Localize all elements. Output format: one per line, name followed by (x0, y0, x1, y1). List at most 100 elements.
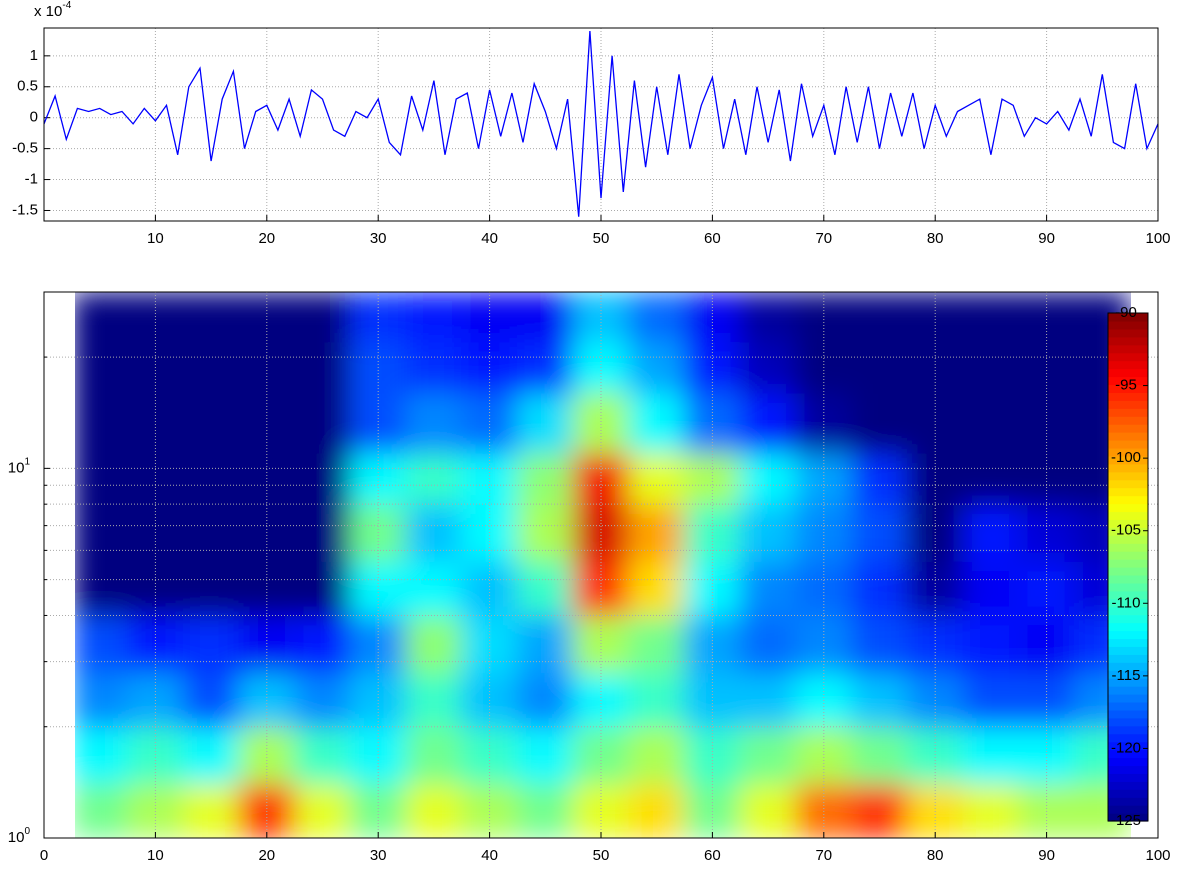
colorbar-swatch (1108, 551, 1148, 560)
heatmap-cell (75, 341, 129, 394)
heatmap-cell (127, 392, 184, 454)
heatmap-cell (75, 292, 129, 343)
heatmap-cell (238, 614, 296, 674)
colorbar-swatch (1108, 789, 1148, 798)
colorbar-swatch (1108, 813, 1148, 822)
heatmap-cell (851, 452, 908, 505)
x-tick-label: 10 (147, 230, 164, 247)
heatmap-cell (851, 783, 908, 838)
heatmap-cell (851, 560, 908, 616)
colorbar-tick-label: -105 (1111, 522, 1141, 539)
colorbar-swatch (1108, 416, 1148, 425)
heatmap-cell (405, 341, 463, 394)
axis-multiplier: x 10-4 (34, 0, 72, 20)
heatmap-cell (572, 292, 630, 343)
heatmap-cell (739, 292, 797, 343)
heatmap-cell (349, 783, 407, 838)
heatmap-cell (182, 292, 240, 343)
colorbar-swatch (1108, 313, 1148, 322)
colorbar-swatch (1108, 598, 1148, 608)
axes-frame (43, 291, 1159, 839)
heatmap-cell (962, 783, 1020, 838)
heatmap-cell (1018, 392, 1075, 454)
colorbar-swatch (1108, 654, 1148, 663)
heatmap-cell (405, 503, 463, 562)
heatmap-cell (182, 503, 240, 562)
heatmap-cell (572, 392, 630, 454)
colorbar-swatch (1108, 757, 1148, 767)
heatmap-cell (962, 726, 1020, 785)
heatmap-cell (684, 292, 741, 343)
heatmap-cell (906, 614, 964, 674)
x-tick-label: 50 (593, 847, 610, 864)
heatmap-cell (238, 726, 296, 785)
heatmap-cell (349, 614, 407, 674)
heatmap-cell (75, 614, 129, 674)
heatmap-cell (127, 560, 184, 616)
heatmap-cell (75, 392, 129, 454)
heatmap-cell (739, 614, 797, 674)
colorbar-swatch (1108, 805, 1148, 814)
colorbar-swatch (1108, 384, 1148, 393)
colorbar-swatch (1108, 440, 1148, 449)
colorbar-swatch (1108, 392, 1148, 401)
colorbar-tick-label: -95 (1115, 377, 1137, 394)
heatmap-cell (405, 672, 463, 728)
y-tick-base: 10 (8, 829, 25, 846)
heatmap-cell (906, 560, 964, 616)
colorbar-swatch (1108, 432, 1148, 441)
heatmap-cell (294, 392, 351, 454)
heatmap-cell (294, 783, 351, 838)
heatmap-cell (182, 452, 240, 505)
x-tick-label: 100 (1145, 230, 1170, 247)
x-tick-label: 40 (481, 230, 498, 247)
heatmap-cell (461, 726, 518, 785)
heatmap-cell (294, 614, 351, 674)
x-tick-label: 80 (927, 230, 944, 247)
heatmap-cell (684, 726, 741, 785)
heatmap-cell (795, 726, 853, 785)
colorbar-swatch (1108, 614, 1148, 624)
heatmap-cell (962, 452, 1020, 505)
heatmap-cell (795, 292, 853, 343)
colorbar-tick-label: -100 (1111, 449, 1141, 466)
heatmap-cell (739, 672, 797, 728)
y-tick-label: 0 (30, 109, 38, 126)
colorbar-swatch (1108, 630, 1148, 640)
heatmap-cell (294, 560, 351, 616)
axes-frame (43, 27, 1159, 222)
heatmap-cell (294, 452, 351, 505)
colorbar-swatch (1108, 622, 1148, 632)
colorbar-swatch (1108, 368, 1148, 378)
colorbar-swatch (1108, 733, 1148, 743)
heatmap-cell (349, 560, 407, 616)
heatmap-cell (405, 614, 463, 674)
x-tick-label: 10 (147, 847, 164, 864)
heatmap-cell (182, 392, 240, 454)
heatmap-cell (906, 292, 964, 343)
heatmap-cell (461, 614, 518, 674)
y-tick-label: 101 (8, 456, 31, 476)
colorbar-swatch (1108, 463, 1148, 473)
colorbar-swatch (1108, 582, 1148, 592)
heatmap-cell (851, 341, 908, 394)
heatmap-cell (75, 783, 129, 838)
colorbar-swatch (1108, 336, 1148, 346)
heatmap-cell (182, 614, 240, 674)
colorbar-swatch (1108, 574, 1148, 584)
y-tick-label: -0.5 (12, 140, 38, 157)
heatmap-cell (294, 726, 351, 785)
heatmap-cell (851, 614, 908, 674)
colorbar-swatch (1108, 717, 1148, 727)
x-tick-label: 90 (1038, 847, 1055, 864)
heatmap-cell (405, 783, 463, 838)
colorbar-swatch (1108, 424, 1148, 433)
heatmap-cell (75, 726, 129, 785)
heatmap-cell (405, 560, 463, 616)
heatmap-cell (572, 560, 630, 616)
heatmap-cell (294, 292, 351, 343)
colorbar-swatch (1108, 503, 1148, 513)
colorbar-swatch (1108, 495, 1148, 505)
y-tick-base: 10 (8, 459, 25, 476)
colorbar-swatch (1108, 527, 1148, 536)
